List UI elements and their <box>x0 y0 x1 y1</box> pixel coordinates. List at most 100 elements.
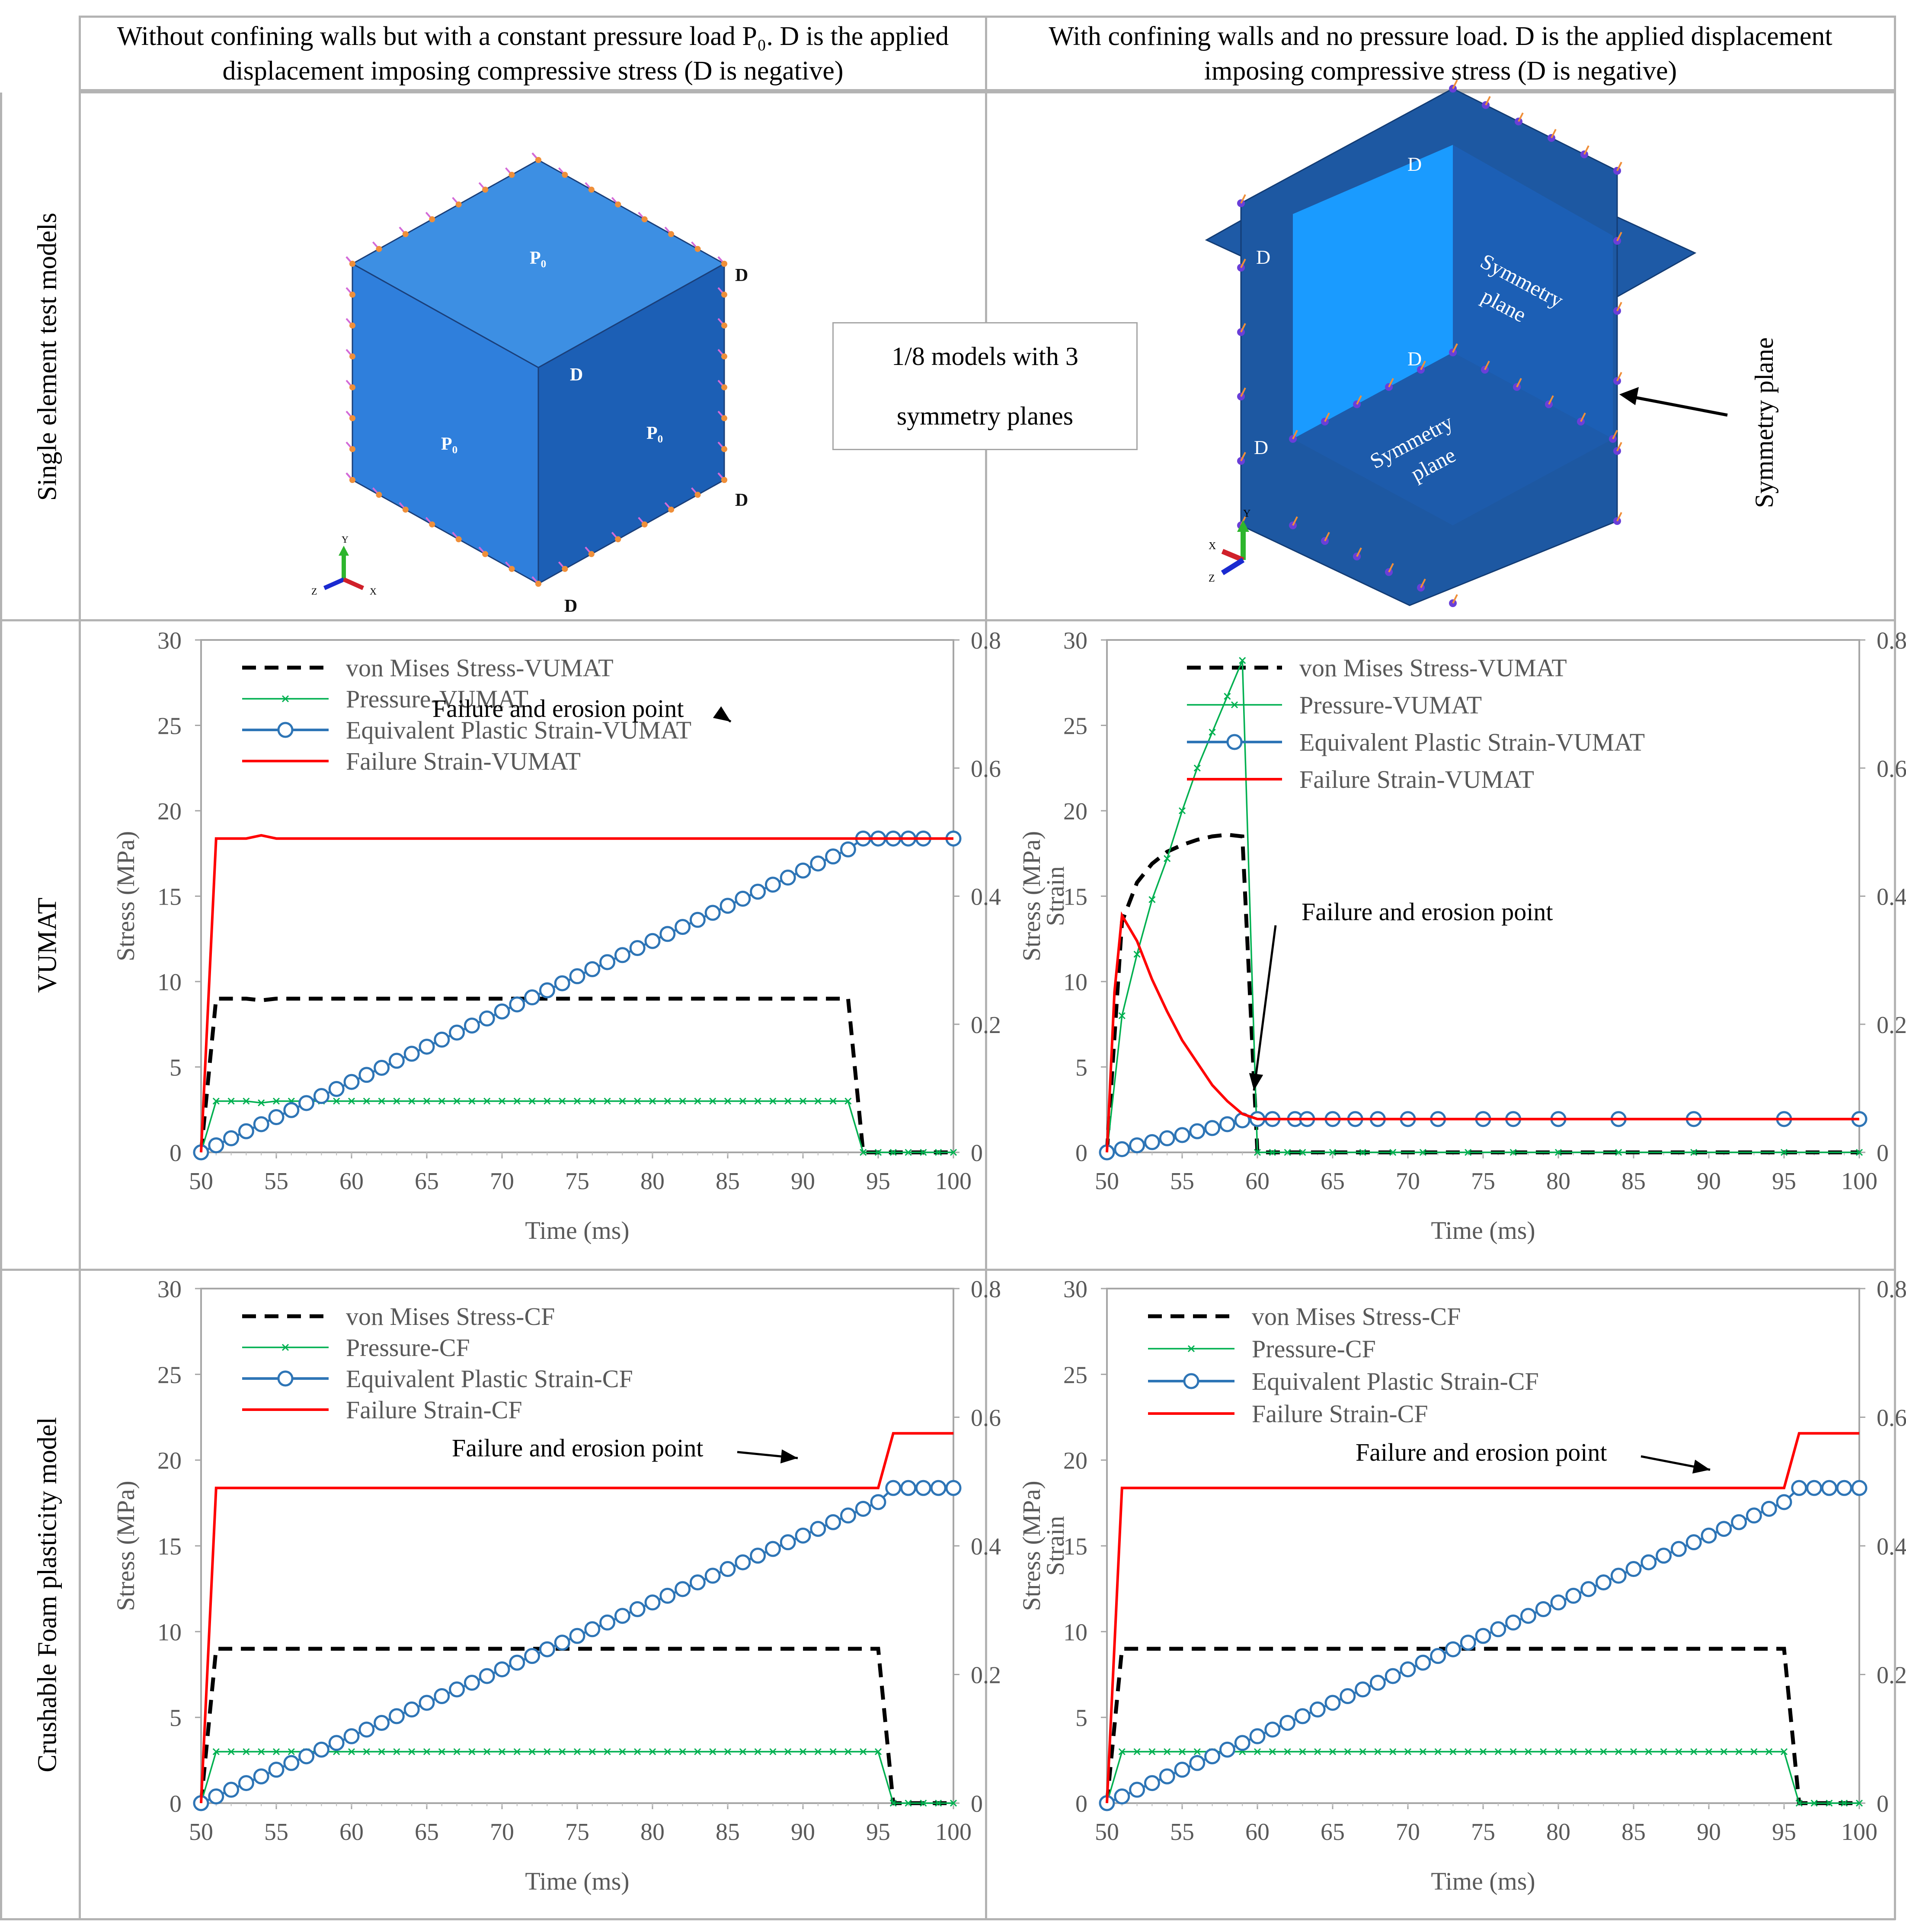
data-point <box>905 1799 912 1807</box>
x-tick-label: 90 <box>791 1819 815 1846</box>
data-point <box>584 1621 601 1638</box>
y-tick-label: 25 <box>157 1362 182 1388</box>
y2-tick-label: 0.8 <box>1877 627 1906 654</box>
row-label-cf: Crushable Foam plasticity model <box>32 1417 62 1772</box>
data-point <box>498 1748 506 1756</box>
data-point <box>769 1097 777 1105</box>
data-point <box>208 1788 224 1805</box>
data-point <box>1415 1654 1431 1671</box>
data-point <box>1520 1608 1536 1624</box>
x-tick-label: 50 <box>189 1168 213 1195</box>
bc-arrow <box>1616 232 1622 241</box>
data-point <box>363 1097 370 1105</box>
legend-label: Failure Strain-VUMAT <box>346 747 581 775</box>
bc-arrow <box>1240 323 1246 333</box>
table-header-divider <box>80 89 1896 93</box>
data-point <box>1690 1748 1698 1756</box>
legend-label: Pressure-VUMAT <box>346 685 528 713</box>
data-point <box>704 905 721 921</box>
data-point <box>1219 1741 1235 1758</box>
data-point <box>1164 1748 1171 1756</box>
legend-label: Failure Strain-CF <box>346 1396 522 1424</box>
data-point <box>629 940 646 956</box>
data-point <box>253 1768 269 1785</box>
legend-label: Pressure-CF <box>346 1334 470 1362</box>
x-tick-label: 85 <box>716 1819 740 1846</box>
data-point <box>860 1748 867 1756</box>
data-point <box>419 1695 435 1711</box>
bc-node <box>349 415 355 422</box>
label-p0-right: P₀ <box>646 423 663 443</box>
y2-tick-label: 0.4 <box>971 884 1001 911</box>
data-point <box>739 1748 746 1756</box>
data-point <box>1509 1148 1517 1156</box>
header-left: Without confining walls but with a const… <box>81 18 985 90</box>
data-point <box>453 1748 461 1756</box>
x-tick-label: 65 <box>415 1819 439 1846</box>
bc-node <box>402 506 409 513</box>
y2-tick-label: 0.6 <box>1877 755 1906 782</box>
bc-node <box>349 322 355 329</box>
data-point <box>468 1748 476 1756</box>
data-point <box>739 1097 746 1105</box>
data-point <box>1329 1148 1337 1156</box>
data-point <box>920 1799 927 1807</box>
label-d-top-right: D <box>735 265 748 285</box>
data-point <box>1174 1762 1190 1778</box>
data-point <box>468 1097 476 1105</box>
y2-tick-label: 0.6 <box>1877 1405 1906 1432</box>
y2-tick-label: 0 <box>1877 1140 1889 1167</box>
symmetry-note-line1: 1/8 models with 3 <box>892 342 1078 371</box>
legend-label: Equivalent Plastic Strain-CF <box>1252 1367 1539 1395</box>
data-point <box>829 1097 837 1105</box>
data-point <box>573 1748 581 1756</box>
data-point <box>212 1097 220 1105</box>
x-tick-label: 70 <box>1396 1168 1420 1195</box>
data-point <box>1720 1748 1727 1756</box>
y-tick-label: 5 <box>169 1055 182 1081</box>
data-point <box>1810 1799 1818 1807</box>
data-point <box>494 1661 510 1678</box>
x-tick-label: 100 <box>935 1819 972 1846</box>
data-point <box>272 1748 280 1756</box>
data-point <box>272 1097 280 1105</box>
y-tick-label: 15 <box>1063 884 1087 911</box>
data-point <box>694 1748 701 1756</box>
data-point <box>1129 1137 1145 1154</box>
data-point <box>664 1748 671 1756</box>
data-point <box>619 1097 626 1105</box>
data-point <box>438 1097 445 1105</box>
y-tick-label: 0 <box>1075 1791 1087 1817</box>
y-tick-label: 15 <box>1063 1533 1087 1560</box>
data-point <box>1374 1748 1382 1756</box>
data-point <box>1821 1480 1837 1496</box>
data-point <box>1299 1748 1306 1756</box>
legend-label: Pressure-CF <box>1252 1335 1376 1363</box>
data-point <box>343 1074 360 1090</box>
y2-axis-label: Strain <box>1041 866 1069 926</box>
data-point <box>483 1748 491 1756</box>
y-tick-label: 10 <box>1063 969 1087 996</box>
label-d1: D <box>1407 153 1422 175</box>
legend-marker <box>277 1370 294 1387</box>
data-point <box>844 1748 852 1756</box>
label-d2: D <box>1256 246 1270 268</box>
legend-marker <box>1226 734 1243 750</box>
y-tick-label: 20 <box>1063 1448 1087 1475</box>
bc-node <box>721 353 727 360</box>
data-point <box>1174 1127 1190 1143</box>
data-point <box>438 1748 445 1756</box>
bc-node <box>349 291 355 298</box>
x-tick-label: 50 <box>1095 1168 1119 1195</box>
y2-tick-label: 0.2 <box>971 1012 1001 1039</box>
data-point <box>328 1081 345 1097</box>
data-point <box>539 982 555 998</box>
data-point <box>870 1494 886 1510</box>
table-center-divider <box>985 16 987 1920</box>
data-point <box>524 1648 540 1664</box>
data-point <box>1118 1012 1126 1020</box>
data-point <box>1284 1148 1291 1156</box>
data-point <box>1836 1480 1852 1496</box>
data-point <box>573 1097 581 1105</box>
data-point <box>1716 1521 1732 1537</box>
